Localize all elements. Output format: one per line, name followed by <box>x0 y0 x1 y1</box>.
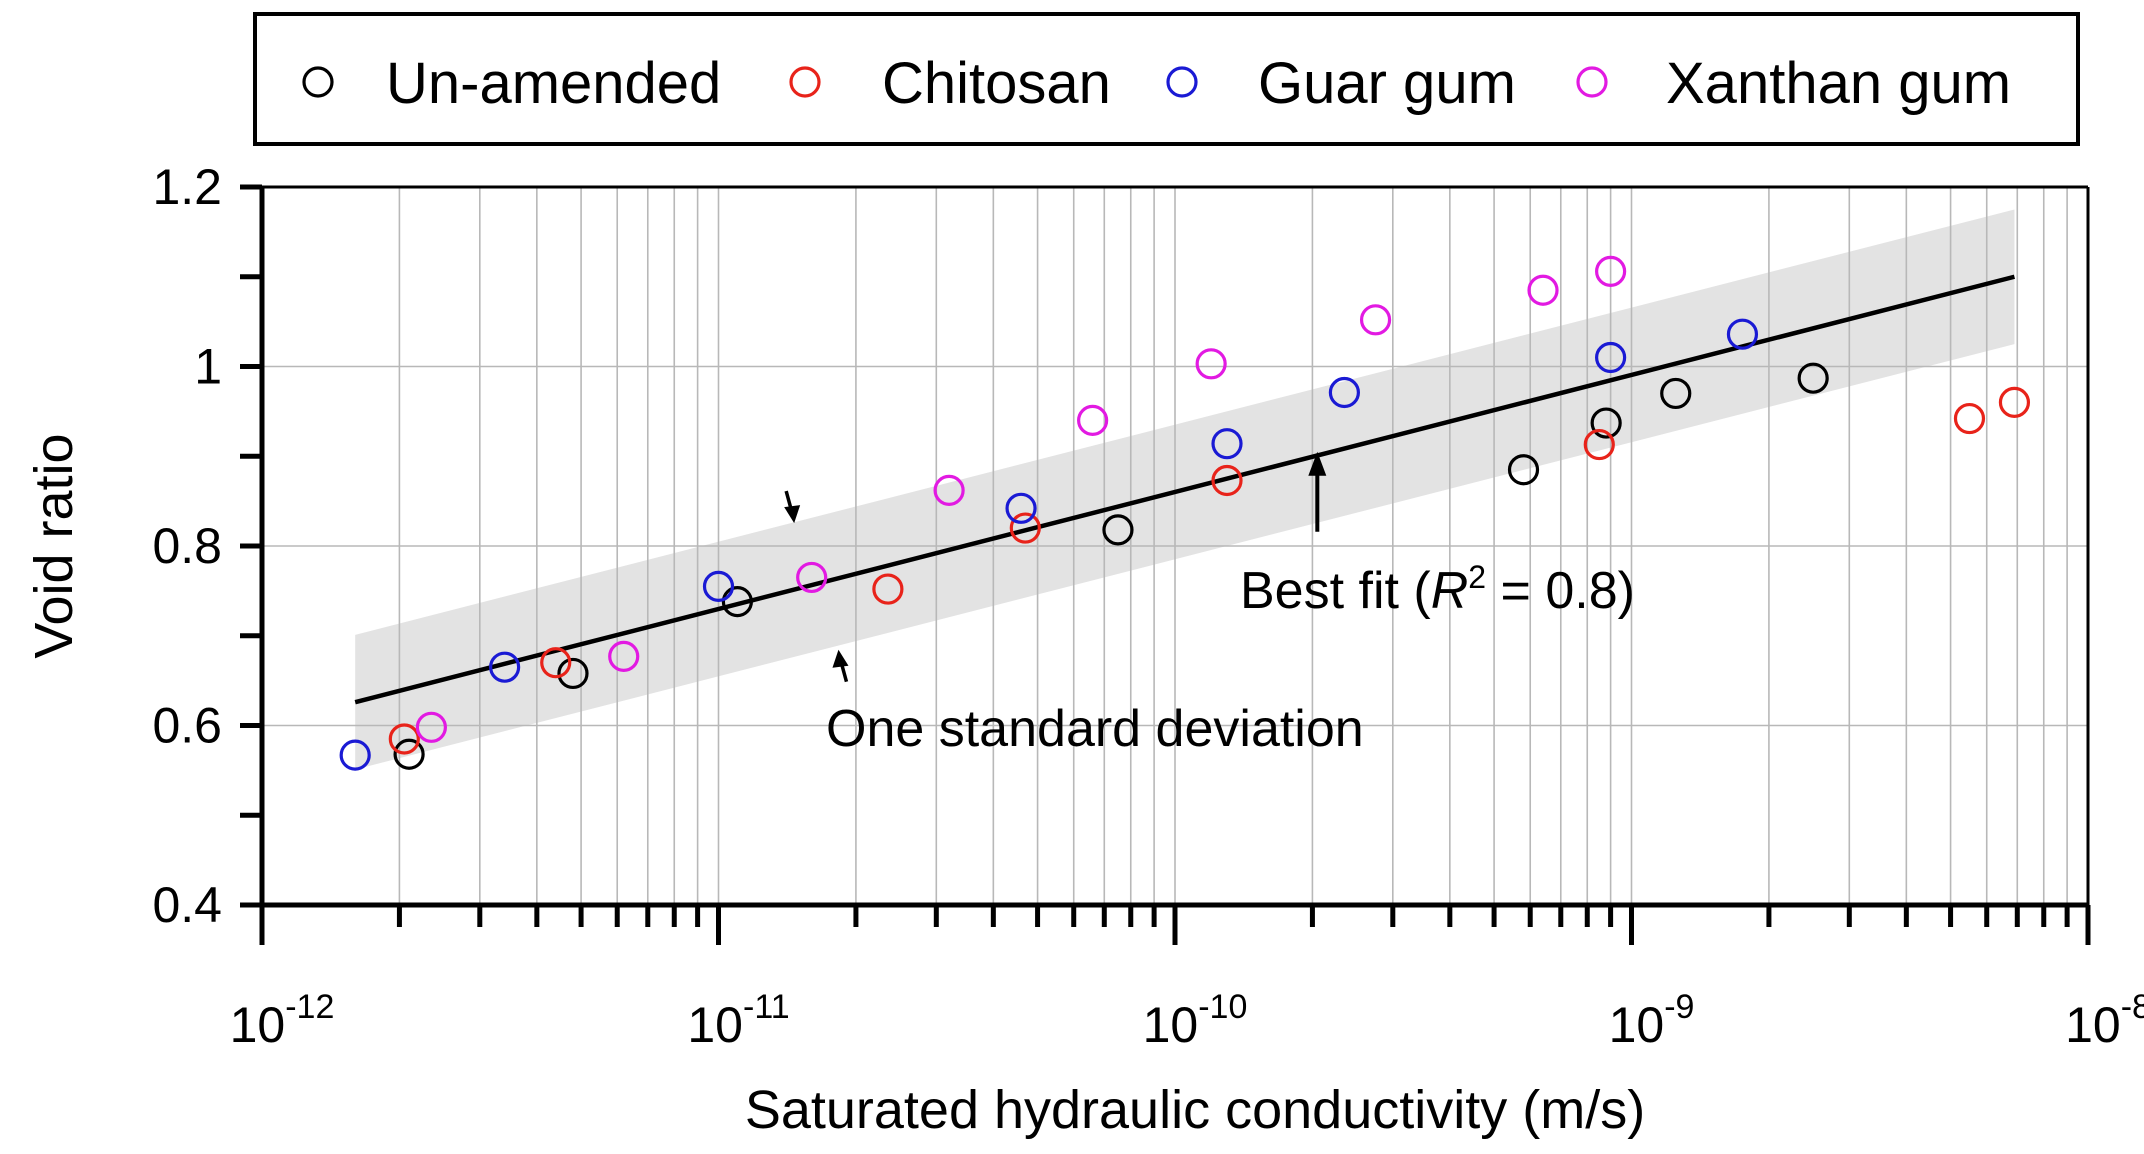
legend-label-guar-gum: Guar gum <box>1258 51 1516 116</box>
data-point-chitosan <box>540 647 572 679</box>
data-point-chitosan <box>1998 386 2031 418</box>
x-tick-label: 10-10 <box>1143 988 1248 1053</box>
data-point-un-amended <box>721 586 753 618</box>
legend-marker-chitosan <box>789 66 821 98</box>
std-deviation-label: One standard deviation <box>826 700 1364 758</box>
data-point-xanthan-gum <box>796 561 828 594</box>
best-fit-line <box>354 274 2015 705</box>
legend-marker-un-amended <box>302 66 334 98</box>
legend-label-chitosan: Chitosan <box>882 51 1111 116</box>
data-point-un-amended <box>393 738 425 770</box>
data-point-un-amended <box>1590 407 1622 439</box>
x-axis-title: Saturated hydraulic conductivity (m/s) <box>745 1080 1645 1140</box>
x-tick-label: 10-11 <box>687 988 789 1053</box>
legend-marker-xanthan-gum <box>1576 66 1608 98</box>
data-point-chitosan <box>1009 512 1041 544</box>
data-point-un-amended <box>1797 362 1829 394</box>
data-point-xanthan-gum <box>1527 274 1559 306</box>
best-fit-arrowhead <box>1308 451 1327 476</box>
data-point-guar-gum <box>1211 428 1243 460</box>
data-point-chitosan <box>388 723 420 755</box>
data-point-chitosan <box>1583 428 1615 461</box>
y-tick-label: 0.6 <box>152 698 222 754</box>
data-point-guar-gum <box>1005 492 1037 524</box>
legend-label-un-amended: Un-amended <box>386 51 721 116</box>
y-tick-label: 1 <box>194 339 222 395</box>
best-fit-label: Best fit (R2 = 0.8) <box>1240 559 1635 620</box>
legend-label-xanthan-gum: Xanthan gum <box>1666 51 2011 116</box>
data-point-xanthan-gum <box>1595 255 1627 287</box>
data-point-guar-gum <box>489 651 521 683</box>
x-tick-label: 10-9 <box>1609 988 1695 1053</box>
data-point-xanthan-gum <box>1359 304 1392 336</box>
data-point-chitosan <box>872 573 904 605</box>
y-axis-title: Void ratio <box>24 433 84 658</box>
y-tick-label: 1.2 <box>152 159 222 215</box>
x-tick-label: 10-12 <box>230 988 335 1053</box>
data-point-xanthan-gum <box>933 474 965 506</box>
std-upper-arrowhead <box>784 505 801 524</box>
data-point-un-amended <box>1102 514 1134 546</box>
data-point-un-amended <box>1507 454 1540 486</box>
data-point-guar-gum <box>702 570 735 602</box>
data-point-guar-gum <box>1328 376 1360 409</box>
data-point-xanthan-gum <box>415 711 447 743</box>
data-point-chitosan <box>1211 464 1243 497</box>
data-point-xanthan-gum <box>1195 348 1227 380</box>
data-point-xanthan-gum <box>1077 404 1109 436</box>
legend-marker-guar-gum <box>1166 66 1198 98</box>
y-tick-label: 0.8 <box>152 518 222 574</box>
data-point-guar-gum <box>1726 318 1759 350</box>
y-tick-label: 0.4 <box>152 877 222 933</box>
data-point-guar-gum <box>1595 341 1627 374</box>
data-point-un-amended <box>1660 377 1692 410</box>
data-point-un-amended <box>557 657 589 690</box>
x-tick-label: 10-8 <box>2065 988 2144 1053</box>
data-point-guar-gum <box>339 739 371 771</box>
data-point-xanthan-gum <box>608 640 640 672</box>
legend-box <box>253 12 2080 146</box>
std-lower-arrowhead <box>832 649 849 668</box>
data-point-chitosan <box>1953 402 1986 435</box>
